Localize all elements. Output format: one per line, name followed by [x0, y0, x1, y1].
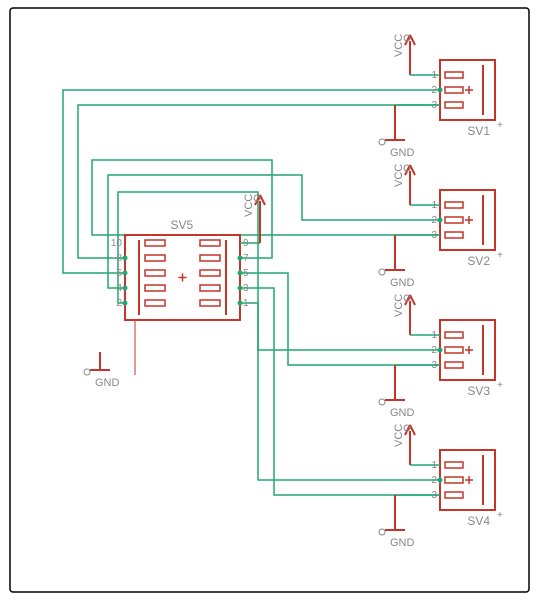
svg-text:GND: GND: [390, 277, 415, 289]
svg-text:5: 5: [243, 268, 249, 279]
svg-text:SV4: SV4: [467, 514, 490, 528]
svg-text:+: +: [497, 380, 503, 391]
connector-sv2: 123SV2+VCCGND: [379, 164, 503, 289]
svg-text:7: 7: [243, 253, 249, 264]
svg-text:2: 2: [431, 215, 437, 226]
svg-text:2: 2: [431, 85, 437, 96]
svg-text:SV5: SV5: [171, 218, 194, 232]
connector-sv5: SV510987654321VCCGND: [84, 194, 265, 389]
svg-text:6: 6: [116, 268, 122, 279]
connectors-right: 123SV1+VCCGND123SV2+VCCGND123SV3+VCCGND1…: [379, 34, 503, 549]
svg-text:GND: GND: [390, 407, 415, 419]
svg-text:GND: GND: [390, 147, 415, 159]
svg-text:1: 1: [243, 298, 249, 309]
connector-sv3: 123SV3+VCCGND: [379, 294, 503, 419]
svg-text:+: +: [497, 510, 503, 521]
connector-sv1: 123SV1+VCCGND: [379, 34, 503, 159]
svg-text:VCC: VCC: [393, 294, 405, 317]
schematic-canvas: 123SV1+VCCGND123SV2+VCCGND123SV3+VCCGND1…: [0, 0, 539, 600]
svg-text:GND: GND: [390, 537, 415, 549]
svg-text:2: 2: [431, 345, 437, 356]
svg-text:3: 3: [243, 283, 249, 294]
svg-text:VCC: VCC: [393, 424, 405, 447]
svg-text:2: 2: [116, 298, 122, 309]
svg-text:SV2: SV2: [467, 254, 490, 268]
svg-text:10: 10: [111, 238, 123, 249]
svg-text:GND: GND: [95, 377, 120, 389]
svg-text:SV1: SV1: [467, 124, 490, 138]
page-frame: [10, 8, 529, 592]
svg-text:+: +: [497, 250, 503, 261]
svg-text:+: +: [497, 120, 503, 131]
svg-text:VCC: VCC: [243, 194, 255, 217]
svg-text:SV3: SV3: [467, 384, 490, 398]
svg-text:VCC: VCC: [393, 34, 405, 57]
svg-text:2: 2: [431, 475, 437, 486]
connector-sv4: 123SV4+VCCGND: [379, 424, 503, 549]
svg-text:VCC: VCC: [393, 164, 405, 187]
svg-text:8: 8: [116, 253, 122, 264]
svg-text:4: 4: [116, 283, 122, 294]
